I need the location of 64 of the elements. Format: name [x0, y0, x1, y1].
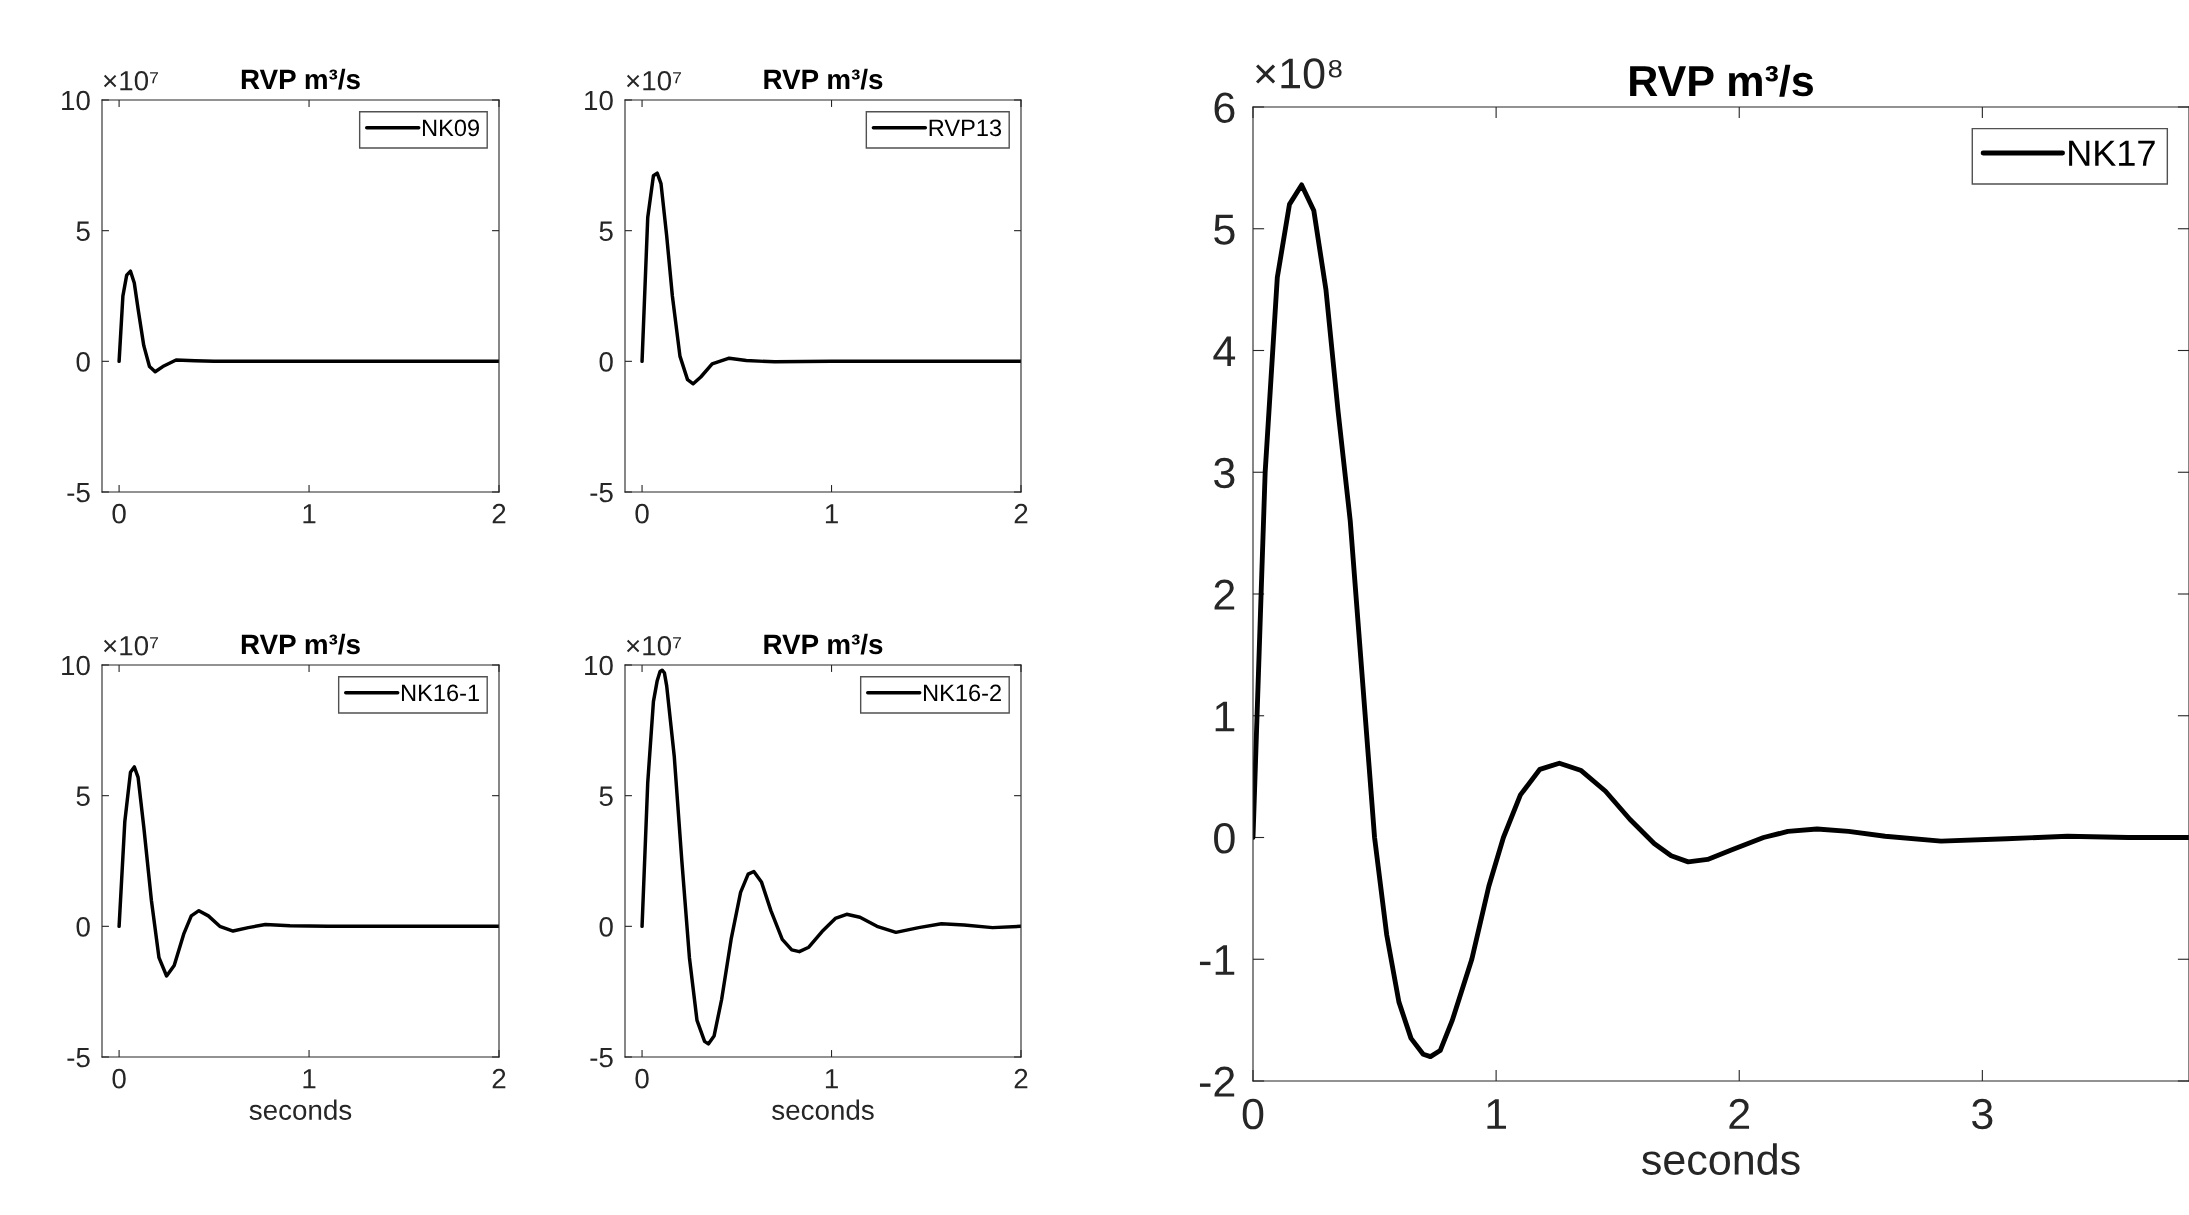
line-series: [640, 668, 1021, 1046]
y-tick-label: 0: [76, 352, 90, 372]
y-tick-label: 10: [585, 655, 613, 676]
x-tick-label: 1: [303, 504, 316, 524]
x-tick-label: 2: [492, 503, 506, 524]
text: ×10⁸: [1255, 58, 1342, 89]
x-tick-label: 2: [492, 1068, 506, 1089]
y-tick-label: 0: [599, 917, 613, 937]
y-tick-label: -5: [590, 482, 613, 503]
y-tick-label: 5: [599, 221, 613, 242]
x-axis-title: seconds: [772, 1099, 874, 1120]
line-series: [117, 765, 499, 978]
x-tick-label: 0: [112, 1068, 126, 1089]
x-tick-label: 0: [112, 503, 126, 524]
x-tick-label: 0: [1242, 1098, 1264, 1130]
legend-label: RVP13: [929, 119, 1002, 137]
y-tick-label: 10: [585, 90, 613, 111]
x-tick-label: 0: [635, 1068, 649, 1089]
y-tick-label: 5: [1214, 214, 1235, 245]
legend-label: NK16-1: [402, 684, 479, 702]
chart-title: RVP m³/s: [1630, 64, 1813, 97]
x-tick-label: 1: [825, 1069, 838, 1089]
y-tick-label: 6: [1214, 92, 1235, 124]
x-tick-label: 0: [635, 503, 649, 524]
y-tick-label: 5: [76, 221, 90, 242]
legend-label: NK09: [422, 119, 479, 137]
y-tick-label: 0: [1214, 823, 1235, 854]
x-tick-label: 1: [825, 504, 838, 524]
legend-label: NK16-2: [924, 684, 1001, 702]
line-series: [640, 171, 1021, 386]
y-tick-label: 3: [1214, 457, 1235, 489]
y-tick-label: 5: [76, 786, 90, 807]
y-tick-label: 4: [1213, 336, 1236, 367]
text: ×10⁷: [103, 70, 159, 91]
text: ×10⁷: [626, 635, 682, 656]
y-tick-label: 10: [62, 90, 90, 111]
x-axis-title: seconds: [1642, 1143, 1800, 1175]
x-axis-title: seconds: [249, 1099, 352, 1120]
y-tick-label: 0: [599, 352, 613, 372]
y-tick-label: -1: [1199, 945, 1235, 975]
y-tick-label: 1: [1215, 701, 1235, 732]
chart-title: RVP m³/s: [764, 633, 883, 655]
chart-title: RVP m³/s: [241, 68, 360, 90]
x-tick-label: 2: [1014, 1068, 1028, 1089]
chart-title: RVP m³/s: [241, 633, 360, 655]
y-tick-label: -5: [590, 1047, 613, 1068]
y-tick-label: 5: [599, 786, 613, 807]
x-tick-label: 2: [1729, 1098, 1750, 1129]
x-tick-label: 1: [1487, 1099, 1506, 1129]
y-tick-label: -5: [67, 1047, 90, 1068]
line-series: [117, 269, 499, 374]
chart-title: RVP m³/s: [764, 68, 883, 90]
y-tick-label: 2: [1214, 579, 1235, 610]
y-tick-label: 10: [62, 655, 90, 676]
y-tick-label: -2: [1199, 1066, 1235, 1097]
text: ×10⁷: [103, 635, 159, 656]
legend-label: NK17: [2069, 140, 2155, 166]
x-tick-label: 2: [1014, 503, 1028, 524]
text: ×10⁷: [626, 70, 682, 91]
y-tick-label: -5: [67, 482, 90, 503]
y-tick-label: 0: [76, 917, 90, 937]
x-tick-label: 1: [303, 1069, 316, 1089]
line-series: [1253, 182, 2189, 1060]
x-tick-label: 3: [1972, 1098, 1993, 1130]
